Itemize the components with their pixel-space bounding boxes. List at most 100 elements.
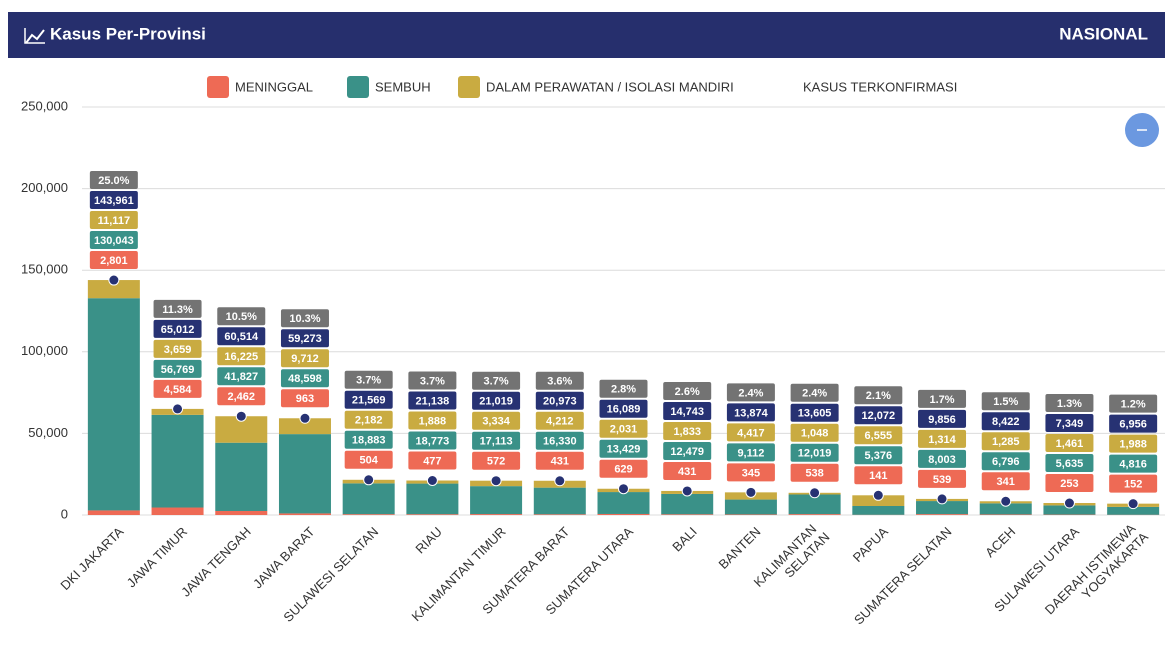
data-label-box [217, 347, 266, 366]
x-tick-label: ACEH [982, 524, 1018, 560]
data-label: 2.6% [663, 381, 712, 400]
data-label: 963 [280, 389, 329, 408]
data-label-box [89, 171, 138, 190]
confirmed-point [426, 475, 438, 487]
region-selector[interactable]: NASIONAL [1059, 24, 1148, 43]
data-label-text: 41,827 [224, 371, 258, 383]
legend-swatch [207, 76, 229, 98]
data-label: 18,883 [344, 430, 393, 449]
confirmed-point [872, 489, 884, 501]
data-label: 11.3% [153, 299, 202, 318]
data-label: 1.2% [1109, 394, 1158, 413]
x-tick-label: BANTEN [716, 524, 764, 572]
data-label-box [599, 379, 648, 398]
data-label: 341 [981, 472, 1030, 491]
x-tick-label: BALI [669, 524, 700, 555]
bar-segment [916, 501, 969, 515]
x-tick-label: JAWA TENGAH [178, 524, 254, 600]
data-label-text: 539 [933, 474, 951, 486]
data-label: 21,138 [408, 391, 457, 410]
data-label: 3.7% [472, 371, 521, 390]
bar-segment [979, 503, 1032, 515]
data-label: 4,212 [535, 411, 584, 430]
data-label-box [1109, 454, 1158, 473]
data-label-text: 1.5% [993, 396, 1018, 408]
data-label: 345 [726, 463, 775, 482]
data-label: 16,330 [535, 431, 584, 450]
x-tick-label: DAERAH ISTIMEWA YOGYAKARTA [1042, 519, 1151, 628]
data-label-box [280, 369, 329, 388]
data-label-box [153, 339, 202, 358]
data-label-text: 4,417 [737, 427, 765, 439]
data-label: 5,376 [854, 446, 903, 465]
bar-segment [278, 513, 331, 515]
data-label-box [217, 307, 266, 326]
confirmed-point [172, 403, 184, 415]
data-label-text: 65,012 [161, 324, 195, 336]
data-label-box [981, 392, 1030, 411]
x-tick-label: PAPUA [850, 524, 891, 565]
confirmed-point [1127, 498, 1139, 510]
data-label-box [981, 452, 1030, 471]
data-label-box [663, 421, 712, 440]
data-label-box [854, 386, 903, 405]
data-label-box [472, 391, 521, 410]
data-label: 21,569 [344, 390, 393, 409]
data-label-box [918, 469, 967, 488]
data-label-text: 12,019 [798, 448, 832, 460]
bar-segment [661, 514, 714, 515]
confirmed-point [363, 474, 375, 486]
x-tick-label: KALIMANTAN SELATAN [751, 519, 833, 601]
data-label-box [472, 451, 521, 470]
data-label-text: 8,003 [928, 454, 956, 466]
header-bar [8, 12, 1165, 58]
data-label: 18,773 [408, 431, 457, 450]
data-label-box [981, 412, 1030, 431]
data-label: 2,182 [344, 410, 393, 429]
data-label-text: 10.3% [289, 313, 320, 325]
data-label-box [726, 403, 775, 422]
data-label: 1.5% [981, 392, 1030, 411]
data-label-text: 152 [1124, 479, 1142, 491]
bar-segment [916, 514, 969, 515]
data-label-box [1109, 434, 1158, 453]
chart-title: Kasus Per-Provinsi [50, 24, 206, 43]
bar-segment [979, 514, 1032, 515]
data-label-box [790, 403, 839, 422]
data-label: 3.7% [344, 370, 393, 389]
data-label-box [472, 411, 521, 430]
data-label-box [89, 211, 138, 230]
data-label-text: 6,555 [865, 430, 893, 442]
legend-label: DALAM PERAWATAN / ISOLASI MANDIRI [486, 79, 734, 94]
data-label: 48,598 [280, 369, 329, 388]
data-label-box [344, 410, 393, 429]
data-label-box [918, 429, 967, 448]
data-label: 1,285 [981, 432, 1030, 451]
data-label: 1,833 [663, 421, 712, 440]
zoom-button[interactable] [1125, 113, 1159, 147]
data-label-box [854, 406, 903, 425]
confirmed-point [299, 412, 311, 424]
data-label-text: 18,883 [352, 435, 386, 447]
data-label-box [89, 191, 138, 210]
data-label-box [535, 431, 584, 450]
data-label-text: 5,635 [1056, 458, 1084, 470]
data-label-text: 963 [296, 393, 314, 405]
data-label-box [535, 391, 584, 410]
data-label-text: 18,773 [416, 435, 450, 447]
x-tick-label-line: DAERAH ISTIMEWA [1042, 519, 1141, 618]
data-label-box [280, 389, 329, 408]
data-label-text: 56,769 [161, 364, 195, 376]
data-label: 143,961 [89, 191, 138, 210]
data-label-text: 1.2% [1121, 399, 1146, 411]
data-label-box [981, 472, 1030, 491]
data-label: 3.6% [535, 371, 584, 390]
bar-segment [788, 494, 841, 515]
data-label-box [1109, 414, 1158, 433]
data-label-box [153, 359, 202, 378]
data-label-text: 345 [742, 467, 760, 479]
data-label-box [726, 463, 775, 482]
data-label-text: 9,856 [928, 414, 956, 426]
x-tick-label: DKI JAKARTA [57, 524, 126, 593]
data-label-box [726, 383, 775, 402]
